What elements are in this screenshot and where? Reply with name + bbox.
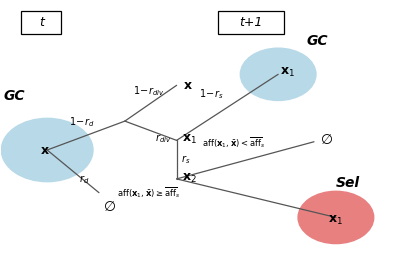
Text: $1\!-\!r_{div}$: $1\!-\!r_{div}$ [133, 85, 164, 98]
Text: t+1: t+1 [239, 16, 263, 29]
Text: $\mathrm{aff}(\mathbf{x}_1,\bar{\mathbf{x}}) \geq \overline{\mathrm{aff}}_s$: $\mathrm{aff}(\mathbf{x}_1,\bar{\mathbf{… [117, 185, 180, 200]
Circle shape [1, 118, 93, 182]
FancyBboxPatch shape [219, 11, 284, 34]
Text: $r_s$: $r_s$ [180, 153, 190, 166]
Text: Sel: Sel [336, 176, 360, 190]
Text: $\mathbf{x}$: $\mathbf{x}$ [40, 143, 50, 157]
Text: $\mathbf{x}_1$: $\mathbf{x}_1$ [182, 132, 197, 146]
Text: GC: GC [3, 89, 25, 103]
Text: GC: GC [306, 34, 328, 48]
Text: $r_d$: $r_d$ [79, 173, 89, 185]
Text: $\varnothing$: $\varnothing$ [103, 200, 116, 214]
Text: $\mathbf{x}$: $\mathbf{x}$ [182, 79, 192, 92]
Text: $\mathbf{x}_1$: $\mathbf{x}_1$ [328, 214, 343, 227]
Text: $1\!-\!r_d$: $1\!-\!r_d$ [69, 115, 95, 129]
Text: $\mathrm{aff}(\mathbf{x}_1,\bar{\mathbf{x}}) < \overline{\mathrm{aff}}_s$: $\mathrm{aff}(\mathbf{x}_1,\bar{\mathbf{… [203, 136, 265, 150]
Text: $\mathbf{x}_2$: $\mathbf{x}_2$ [182, 172, 196, 185]
Circle shape [240, 48, 316, 100]
Text: t: t [39, 16, 44, 29]
FancyBboxPatch shape [21, 11, 61, 34]
Text: $\mathbf{x}_1$: $\mathbf{x}_1$ [280, 66, 295, 80]
Text: $r_{div}$: $r_{div}$ [155, 132, 171, 145]
Text: $1\!-\!r_s$: $1\!-\!r_s$ [199, 88, 224, 101]
Circle shape [298, 191, 374, 244]
Text: $\varnothing$: $\varnothing$ [320, 133, 333, 147]
